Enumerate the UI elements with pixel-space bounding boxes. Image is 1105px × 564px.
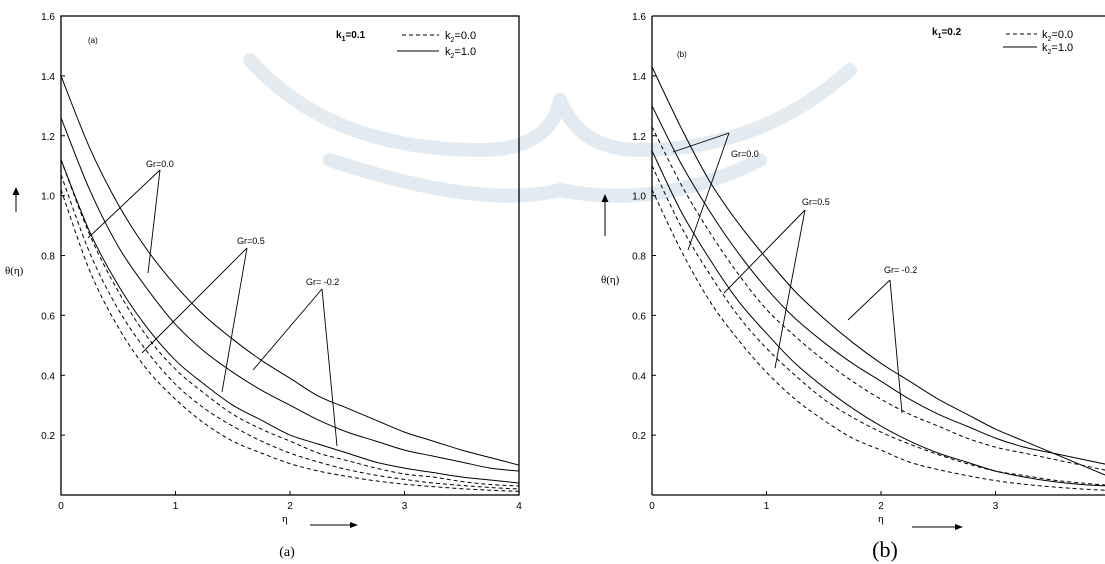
x-tick-label: 2 [878,501,884,512]
legend: k2=0.0 k2=1.0 [397,30,476,60]
solid-curve [652,66,1105,476]
y-axis-label: θ(η) [601,194,620,286]
panel-label: (a) [88,36,98,45]
annotation-gr: Gr= -0.2 [306,277,339,287]
panel-b: 0 1 2 30.20.40.60.81.01.21.41.6 (b) k1=0.2 … [601,12,1105,562]
leader-line [147,169,161,274]
leader-line [889,279,903,414]
y-axis-label: θ(η) [5,187,24,277]
k1-label: k1=0.1 [336,30,366,43]
x-axis-label: η [282,513,358,528]
solid-curve [61,117,519,472]
dashed-curve [61,189,519,492]
dashed-curve [652,165,1105,486]
y-tick-label: 1.0 [41,192,55,203]
x-axis-arrow-head [955,524,963,530]
x-axis-label: η [878,513,963,530]
x-tick-label: 4 [516,501,522,512]
legend-label: k2=0.0 [445,30,476,44]
legend-label: k2=1.0 [445,46,476,60]
x-axis-title: η [282,513,288,525]
y-axis-title: θ(η) [601,274,620,286]
leader-line [221,247,248,393]
y-tick-label: 1.6 [41,12,55,23]
curves-b [652,66,1105,491]
x-tick-label: 2 [287,501,293,512]
y-tick-label: 1.2 [41,132,55,143]
y-tick-label: 1.4 [632,72,646,83]
ticks-b: 0 1 2 3 0.2 0.4 0.6 0.8 1.0 1.2 1.4 1.6 [632,12,999,512]
leader-line [87,169,161,239]
y-tick-label: 0.4 [41,371,55,382]
dashed-curve [652,189,1105,491]
figure-caption: (a) [279,545,295,560]
y-tick-label: 1.6 [632,12,646,23]
y-tick-label: 1.2 [632,132,646,143]
leader-line [672,132,730,153]
y-tick-label: 0.2 [632,431,646,442]
annotation-gr: Gr=0.0 [146,159,174,169]
watermark [243,53,857,203]
ticks-a: 0 1 2 3 4 0.2 0.4 0.6 0.8 1.0 1.2 1.4 1.6 [41,12,522,512]
y-tick-label: 0.8 [632,252,646,263]
leader-line [141,247,248,354]
leader-line [847,279,891,321]
annotation-gr: Gr= -0.2 [884,265,917,275]
legend-label: k2=0.0 [1042,29,1073,43]
x-tick-label: 1 [764,501,770,512]
annotation-gr: Gr=0.5 [237,236,265,246]
legend-label: k2=1.0 [1042,42,1073,56]
x-axis-title: η [878,513,884,525]
panel-a: 0 1 2 3 4 0.2 0.4 0.6 0.8 1.0 1.2 1.4 1.6 (a) k1=0.1… [5,12,522,560]
x-tick-label: 0 [58,501,64,512]
figure-caption: (b) [872,537,898,562]
leader-line [774,209,806,369]
dashed-curve [652,126,1105,471]
panel-label: (b) [677,50,687,59]
legend: k2=0.0 k2=1.0 [1003,29,1073,56]
leader-line [321,288,338,447]
x-tick-label: 0 [649,501,655,512]
y-tick-label: 1.0 [632,192,646,203]
solid-curve [652,105,1105,465]
y-axis-arrow-head [601,194,609,202]
solid-curve [652,150,1105,487]
y-tick-label: 0.4 [632,371,646,382]
annotation-gr: Gr=0.5 [802,197,830,207]
x-tick-label: 3 [993,501,999,512]
leader-line [252,288,323,371]
leader-line [723,209,806,294]
solid-curve [61,159,519,484]
leader-line [687,132,730,251]
annotation-gr: Gr=0.0 [731,149,759,159]
y-tick-label: 0.8 [41,252,55,263]
annotations: Gr=0.0 Gr=0.5 Gr= -0.2 [672,132,917,414]
dashed-curve [61,159,519,487]
x-tick-label: 1 [173,501,179,512]
y-tick-label: 0.6 [41,311,55,322]
x-axis-arrow-head [350,522,358,528]
curves-a [61,75,519,492]
y-axis-arrow-head [12,187,20,195]
y-tick-label: 0.2 [41,431,55,442]
y-tick-label: 0.6 [632,311,646,322]
y-axis-title: θ(η) [5,265,24,277]
k1-label: k1=0.2 [932,27,962,40]
solid-curve [61,75,519,466]
annotations: Gr=0.0 Gr=0.5 Gr= -0.2 [87,159,339,447]
y-tick-label: 1.4 [41,72,55,83]
x-tick-label: 3 [402,501,408,512]
